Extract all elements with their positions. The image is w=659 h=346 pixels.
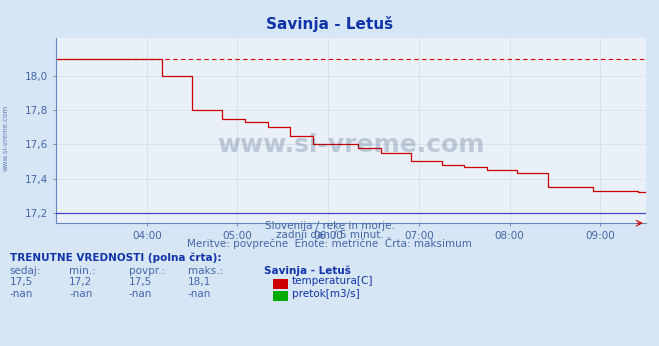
Text: Savinja - Letuš: Savinja - Letuš	[266, 16, 393, 31]
Text: maks.:: maks.:	[188, 266, 223, 276]
Text: pretok[m3/s]: pretok[m3/s]	[292, 289, 360, 299]
Text: -nan: -nan	[129, 289, 152, 299]
Text: www.si-vreme.com: www.si-vreme.com	[3, 105, 9, 172]
Text: 17,5: 17,5	[10, 277, 33, 288]
Text: -nan: -nan	[188, 289, 211, 299]
Text: sedaj:: sedaj:	[10, 266, 42, 276]
Text: povpr.:: povpr.:	[129, 266, 165, 276]
Text: 17,2: 17,2	[69, 277, 92, 288]
Text: Slovenija / reke in morje.: Slovenija / reke in morje.	[264, 221, 395, 231]
Text: 17,5: 17,5	[129, 277, 152, 288]
Text: -nan: -nan	[10, 289, 33, 299]
Text: -nan: -nan	[69, 289, 92, 299]
Text: Savinja - Letuš: Savinja - Letuš	[264, 265, 351, 276]
Text: zadnji dan / 5 minut.: zadnji dan / 5 minut.	[275, 230, 384, 240]
Text: temperatura[C]: temperatura[C]	[292, 276, 374, 286]
Text: 18,1: 18,1	[188, 277, 211, 288]
Text: min.:: min.:	[69, 266, 96, 276]
Text: www.si-vreme.com: www.si-vreme.com	[217, 134, 484, 157]
Text: Meritve: povprečne  Enote: metrične  Črta: maksimum: Meritve: povprečne Enote: metrične Črta:…	[187, 237, 472, 249]
Text: TRENUTNE VREDNOSTI (polna črta):: TRENUTNE VREDNOSTI (polna črta):	[10, 253, 221, 263]
